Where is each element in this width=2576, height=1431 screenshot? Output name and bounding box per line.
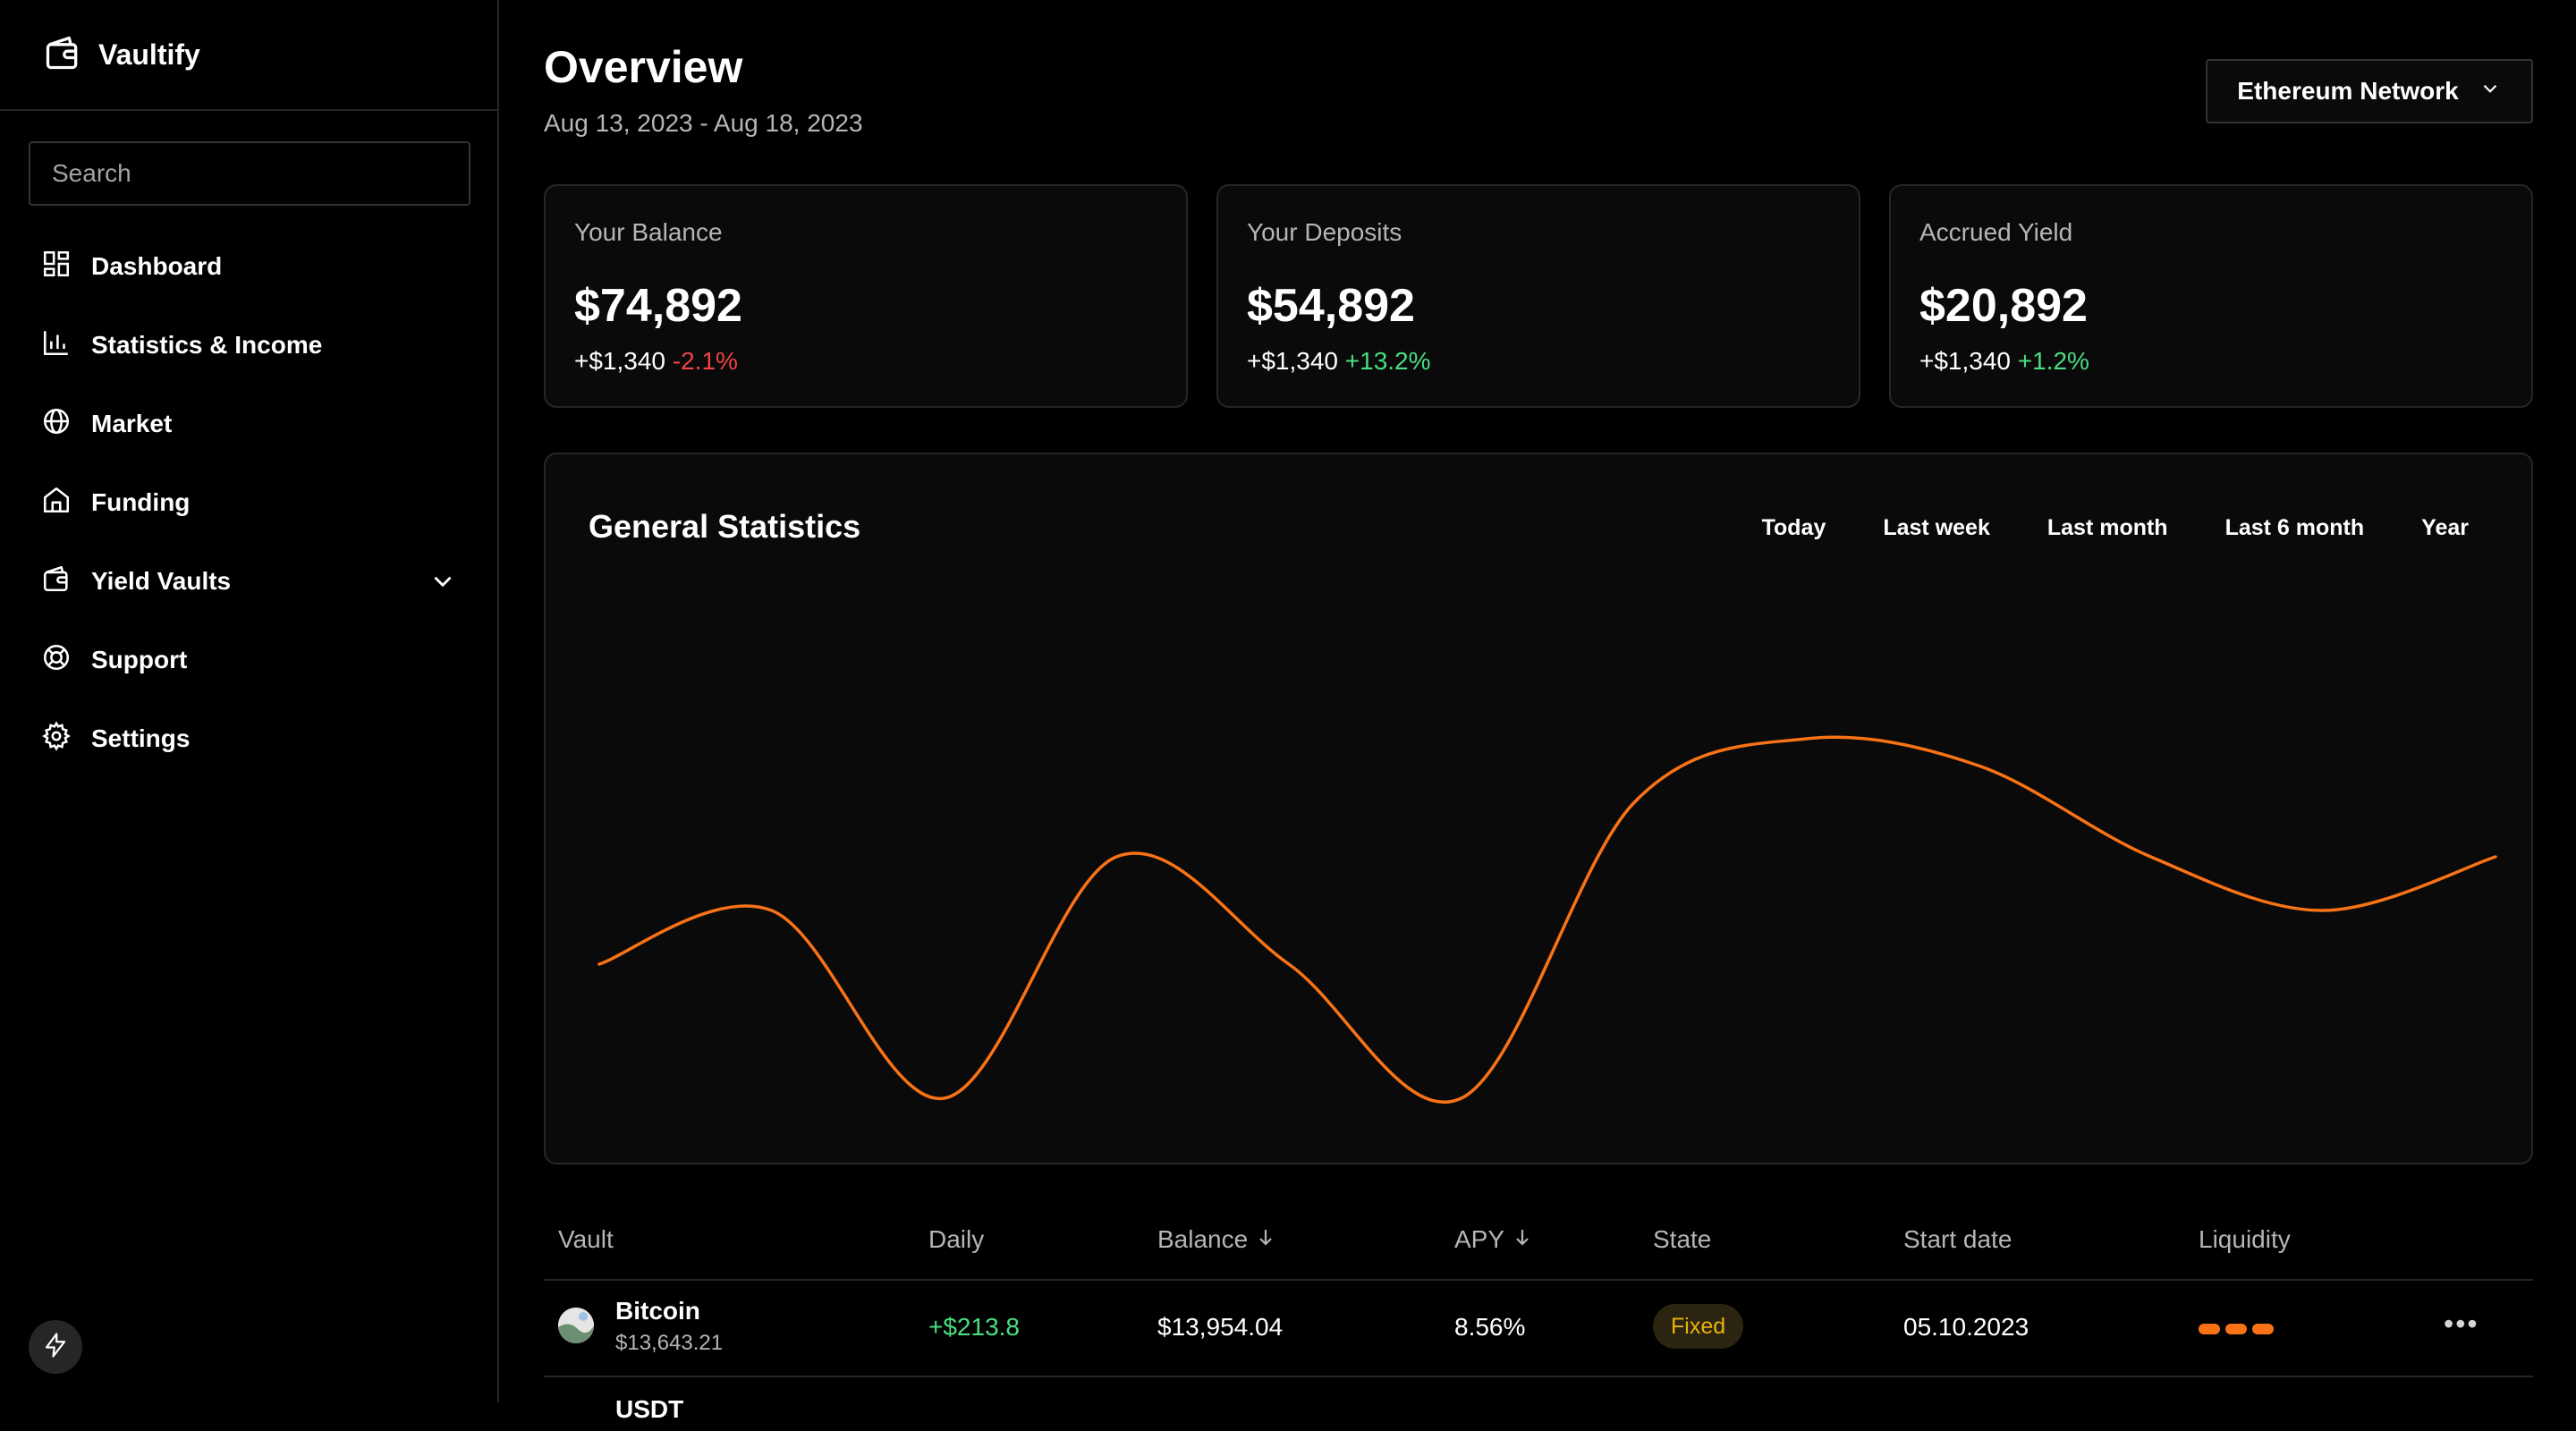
table-row[interactable]: Bitcoin $13,643.21 +$213.8 $13,954.04 8.… xyxy=(544,1281,2533,1377)
column-state[interactable]: State xyxy=(1653,1225,1712,1253)
card-value: $20,892 xyxy=(1919,280,2088,332)
wallet-icon xyxy=(43,33,82,77)
card-value: $74,892 xyxy=(574,280,742,332)
bitcoin-icon xyxy=(558,1308,594,1343)
tab-last-week[interactable]: Last week xyxy=(1883,515,1990,540)
card-label: Accrued Yield xyxy=(1919,218,2073,246)
chart-title: General Statistics xyxy=(589,508,861,545)
card-change: +$1,340 +1.2% xyxy=(1919,347,2089,376)
sidebar-item-support[interactable]: Support xyxy=(0,621,497,699)
liquidity-indicator xyxy=(2199,1324,2274,1334)
column-balance[interactable]: Balance xyxy=(1157,1225,1276,1254)
state-badge: Fixed xyxy=(1653,1304,1744,1349)
sidebar-item-label: Market xyxy=(91,410,173,437)
sidebar-item-label: Dashboard xyxy=(91,252,223,280)
bar-chart-icon xyxy=(41,327,72,364)
change-amount: +$1,340 xyxy=(574,347,665,375)
main-content: Overview Aug 13, 2023 - Aug 18, 2023 Eth… xyxy=(499,0,2576,1423)
sidebar-nav: Dashboard Statistics & Income Market Fun… xyxy=(0,227,497,778)
network-select[interactable]: Ethereum Network xyxy=(2206,59,2533,123)
sidebar-item-market[interactable]: Market xyxy=(0,385,497,463)
sidebar: Vaultify Dashboard Statistics & Income xyxy=(0,0,499,1402)
tab-year[interactable]: Year xyxy=(2421,515,2469,540)
apy-value: 8.56% xyxy=(1454,1313,1526,1341)
sidebar-item-label: Funding xyxy=(91,488,191,516)
arrow-down-icon xyxy=(1255,1225,1276,1254)
sidebar-item-label: Statistics & Income xyxy=(91,331,323,359)
liquidity-bar xyxy=(2252,1324,2274,1334)
deposits-card: Your Deposits $54,892 +$1,340 +13.2% xyxy=(1216,184,1860,408)
change-percent: -2.1% xyxy=(672,347,738,375)
tab-last-6-month[interactable]: Last 6 month xyxy=(2224,515,2365,540)
liquidity-bar xyxy=(2225,1324,2247,1334)
vaults-table: Vault Daily Balance APY State Start date… xyxy=(544,1198,2533,1431)
column-daily[interactable]: Daily xyxy=(928,1225,985,1253)
chart-series-line xyxy=(597,735,2497,1104)
change-percent: +13.2% xyxy=(1344,347,1431,375)
search-input[interactable] xyxy=(29,141,470,206)
sidebar-item-label: Settings xyxy=(91,724,191,752)
sidebar-item-yield-vaults[interactable]: Yield Vaults xyxy=(0,542,497,621)
sidebar-item-label: Yield Vaults xyxy=(91,567,232,595)
change-amount: +$1,340 xyxy=(1247,347,1338,375)
home-icon xyxy=(41,485,72,521)
change-amount: +$1,340 xyxy=(1919,347,2011,375)
daily-value: +$213.8 xyxy=(928,1313,1020,1341)
card-label: Your Deposits xyxy=(1247,218,1402,246)
vault-name: Bitcoin xyxy=(615,1297,700,1325)
balance-value: $13,954.04 xyxy=(1157,1313,1284,1341)
balance-card: Your Balance $74,892 +$1,340 -2.1% xyxy=(544,184,1188,408)
brand[interactable]: Vaultify xyxy=(0,0,497,111)
globe-icon xyxy=(41,406,72,443)
quick-action-button[interactable] xyxy=(29,1320,82,1374)
table-header: Vault Daily Balance APY State Start date… xyxy=(544,1198,2533,1281)
brand-name: Vaultify xyxy=(98,38,200,71)
card-change: +$1,340 +13.2% xyxy=(1247,347,1431,376)
vault-name: USDT xyxy=(615,1395,684,1423)
column-vault[interactable]: Vault xyxy=(558,1225,614,1253)
chevron-down-icon xyxy=(2479,77,2502,106)
sidebar-item-statistics[interactable]: Statistics & Income xyxy=(0,306,497,385)
date-range: Aug 13, 2023 - Aug 18, 2023 xyxy=(544,109,863,137)
dashboard-icon xyxy=(41,249,72,285)
lightning-icon xyxy=(42,1332,69,1363)
card-value: $54,892 xyxy=(1247,280,1415,332)
card-change: +$1,340 -2.1% xyxy=(574,347,738,376)
yield-card: Accrued Yield $20,892 +$1,340 +1.2% xyxy=(1889,184,2533,408)
network-select-label: Ethereum Network xyxy=(2237,77,2459,105)
range-tabs: Today Last week Last month Last 6 month … xyxy=(1762,515,2469,541)
chevron-down-icon[interactable] xyxy=(428,566,458,603)
sidebar-item-settings[interactable]: Settings xyxy=(0,699,497,778)
start-date-value: 05.10.2023 xyxy=(1903,1313,2029,1341)
liquidity-bar xyxy=(2199,1324,2220,1334)
column-liquidity[interactable]: Liquidity xyxy=(2199,1225,2291,1253)
arrow-down-icon xyxy=(1512,1225,1533,1254)
general-statistics-card: General Statistics Today Last week Last … xyxy=(544,453,2533,1164)
sidebar-item-funding[interactable]: Funding xyxy=(0,463,497,542)
table-row[interactable]: USDT xyxy=(544,1377,2533,1431)
tab-today[interactable]: Today xyxy=(1761,515,1826,540)
vault-subvalue: $13,643.21 xyxy=(615,1331,724,1355)
lifebuoy-icon xyxy=(41,642,72,679)
card-label: Your Balance xyxy=(574,218,723,246)
tab-last-month[interactable]: Last month xyxy=(2046,515,2168,540)
statistics-line-chart xyxy=(597,735,2497,1104)
change-percent: +1.2% xyxy=(2017,347,2089,375)
sidebar-item-label: Support xyxy=(91,646,188,673)
page-title: Overview xyxy=(544,42,743,92)
column-start-date[interactable]: Start date xyxy=(1903,1225,2012,1253)
column-apy[interactable]: APY xyxy=(1454,1225,1533,1254)
more-options-icon[interactable]: ••• xyxy=(2444,1308,2479,1340)
wallet-icon xyxy=(41,563,72,600)
sidebar-item-dashboard[interactable]: Dashboard xyxy=(0,227,497,306)
gear-icon xyxy=(41,720,72,758)
